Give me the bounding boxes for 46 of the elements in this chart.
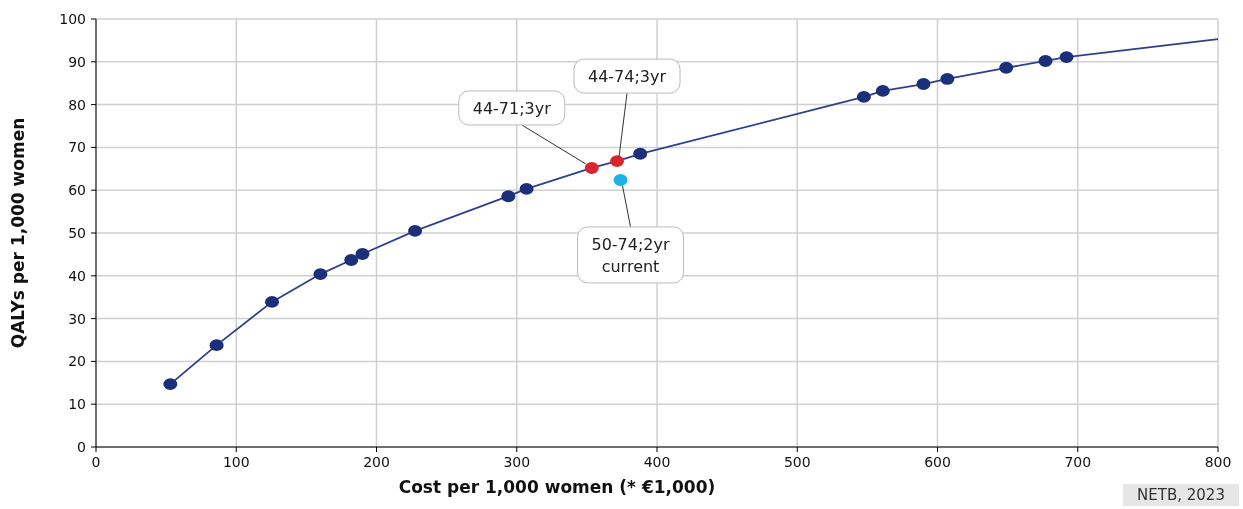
annotation: 50-74;2yr current <box>591 234 671 276</box>
x-tick-label: 400 <box>643 454 671 470</box>
point <box>408 224 423 237</box>
y-tick-label: 50 <box>68 225 86 241</box>
point <box>1059 51 1074 64</box>
annotation: 44-74;3yr <box>587 67 667 87</box>
point <box>999 61 1014 74</box>
y-tick-label: 60 <box>68 182 86 199</box>
y-tick-label: 20 <box>68 353 86 370</box>
point <box>501 190 516 203</box>
point <box>355 248 370 260</box>
point <box>610 155 625 168</box>
x-axis-title: Cost per 1,000 women (* €1,000) <box>398 477 716 497</box>
x-tick-label: 200 <box>363 454 390 470</box>
y-tick-label: 80 <box>68 96 86 113</box>
y-tick-label: 90 <box>68 53 86 70</box>
point <box>265 295 280 308</box>
y-tick-label: 0 <box>77 439 86 455</box>
point <box>613 173 628 186</box>
point <box>875 84 890 97</box>
y-tick-label: 70 <box>68 139 86 156</box>
point <box>344 254 359 266</box>
y-tick-label: 100 <box>59 11 86 27</box>
x-tick-label: 300 <box>503 454 531 470</box>
text: NETB, 2023 <box>1137 486 1225 504</box>
point <box>856 90 871 103</box>
x-tick-label: 100 <box>222 454 250 470</box>
point <box>584 161 599 174</box>
x-tick-label: 0 <box>91 454 101 470</box>
x-tick-label: 600 <box>924 454 951 470</box>
x-tick-label: 800 <box>1204 454 1232 470</box>
point <box>940 72 955 85</box>
point <box>313 268 328 281</box>
point <box>163 378 178 391</box>
annotation: 44-71;3yr <box>472 98 552 118</box>
y-tick-label: 40 <box>68 267 86 284</box>
point <box>519 182 534 195</box>
point <box>633 147 648 160</box>
y-axis-title: QALYs per 1,000 women <box>8 117 28 349</box>
y-tick-label: 10 <box>68 396 86 413</box>
x-tick-label: 500 <box>783 454 811 470</box>
point <box>209 339 224 352</box>
x-tick-label: 700 <box>1064 454 1092 470</box>
y-tick-label: 30 <box>68 310 86 327</box>
point <box>916 78 931 91</box>
point <box>1038 54 1053 67</box>
